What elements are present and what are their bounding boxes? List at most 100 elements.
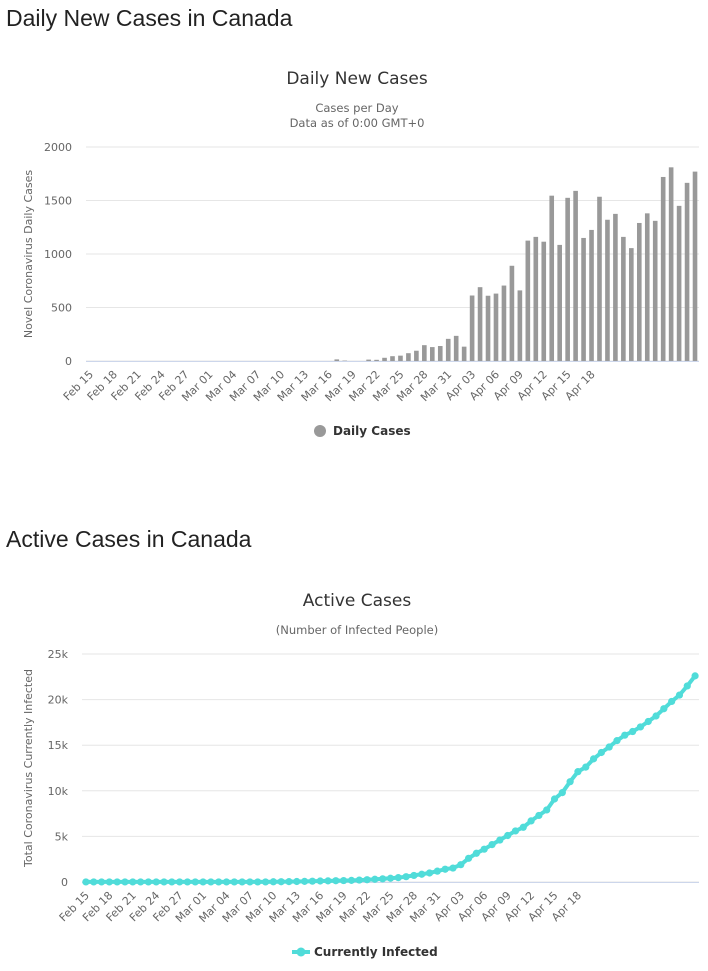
data-point	[176, 878, 184, 886]
bar	[613, 213, 618, 361]
bar	[477, 287, 483, 361]
data-point	[449, 864, 457, 872]
data-point	[347, 876, 356, 884]
bar	[509, 265, 515, 361]
bar	[660, 176, 666, 361]
data-point	[394, 874, 402, 882]
data-point	[207, 878, 215, 886]
bar	[445, 338, 451, 361]
data-point	[300, 877, 309, 885]
bar	[374, 359, 379, 361]
data-point	[574, 768, 582, 776]
data-point	[371, 875, 379, 883]
data-point	[277, 878, 285, 886]
data-point	[675, 691, 684, 699]
data-point	[550, 795, 559, 803]
bar	[636, 222, 642, 361]
bar	[501, 285, 507, 361]
data-point	[644, 717, 652, 726]
data-point	[230, 878, 238, 886]
bar	[414, 350, 419, 361]
data-point	[254, 878, 262, 886]
data-point	[215, 878, 223, 886]
data-point	[597, 748, 605, 757]
data-point	[90, 878, 98, 886]
data-point	[340, 876, 348, 885]
bar	[565, 197, 570, 361]
bar	[541, 241, 547, 361]
bar	[573, 190, 578, 361]
data-point	[457, 861, 465, 869]
data-point	[511, 827, 520, 835]
data-point	[629, 727, 637, 736]
y-axis-label: Novel Coronavirus Daily Cases	[22, 170, 35, 338]
legend: Currently Infected	[292, 945, 438, 959]
y-tick-label: 20k	[48, 694, 69, 707]
chart-subtitle: Cases per Day	[315, 101, 398, 115]
bar	[692, 171, 698, 361]
data-point	[152, 878, 160, 886]
data-point	[504, 831, 512, 840]
bar	[493, 293, 499, 361]
data-point	[386, 874, 395, 882]
data-point	[543, 806, 551, 814]
y-tick-label: 10k	[48, 785, 69, 798]
data-point	[652, 712, 660, 720]
data-point	[332, 877, 340, 885]
bar	[589, 229, 594, 361]
data-point	[183, 878, 192, 886]
data-point	[316, 877, 324, 885]
data-point	[246, 878, 254, 886]
data-point	[441, 865, 449, 873]
data-point	[168, 878, 176, 886]
data-point	[97, 878, 106, 886]
bar	[453, 335, 459, 361]
bar	[549, 195, 555, 361]
bar	[533, 236, 539, 361]
data-point	[402, 873, 410, 881]
data-point	[527, 817, 535, 825]
y-tick-label: 15k	[48, 739, 69, 752]
y-tick-label: 0	[61, 876, 68, 889]
data-point	[621, 731, 629, 739]
legend: Daily Cases	[314, 424, 411, 438]
bar	[557, 244, 562, 361]
legend-label: Daily Cases	[333, 424, 411, 438]
bar	[406, 353, 411, 361]
bar	[605, 219, 610, 361]
y-axis-label: Total Coronavirus Currently Infected	[22, 669, 35, 868]
bar	[334, 359, 340, 361]
data-point	[324, 877, 332, 885]
data-point	[105, 878, 113, 886]
data-point	[238, 878, 246, 886]
data-point	[636, 723, 645, 731]
data-point	[379, 875, 387, 883]
data-point	[121, 878, 129, 886]
data-point	[566, 778, 574, 786]
y-tick-label: 0	[65, 355, 72, 368]
bar	[644, 213, 650, 361]
data-point	[613, 737, 621, 745]
y-tick-label: 1500	[44, 195, 72, 208]
data-point	[535, 811, 543, 820]
data-point	[589, 755, 598, 763]
data-point	[261, 878, 270, 886]
data-point	[285, 878, 293, 886]
data-point	[519, 823, 527, 831]
data-point	[191, 878, 199, 886]
bar	[422, 345, 427, 361]
data-point	[160, 878, 168, 886]
data-point	[293, 877, 301, 886]
bar	[437, 346, 443, 361]
chart-title: Daily New Cases	[286, 69, 428, 89]
data-point	[129, 878, 137, 886]
data-point	[433, 867, 441, 875]
bar	[517, 290, 523, 361]
data-point	[558, 789, 566, 797]
bar	[429, 347, 435, 361]
legend-marker	[314, 425, 326, 437]
bar	[398, 355, 403, 361]
data-point	[363, 876, 371, 884]
bar	[461, 346, 467, 361]
